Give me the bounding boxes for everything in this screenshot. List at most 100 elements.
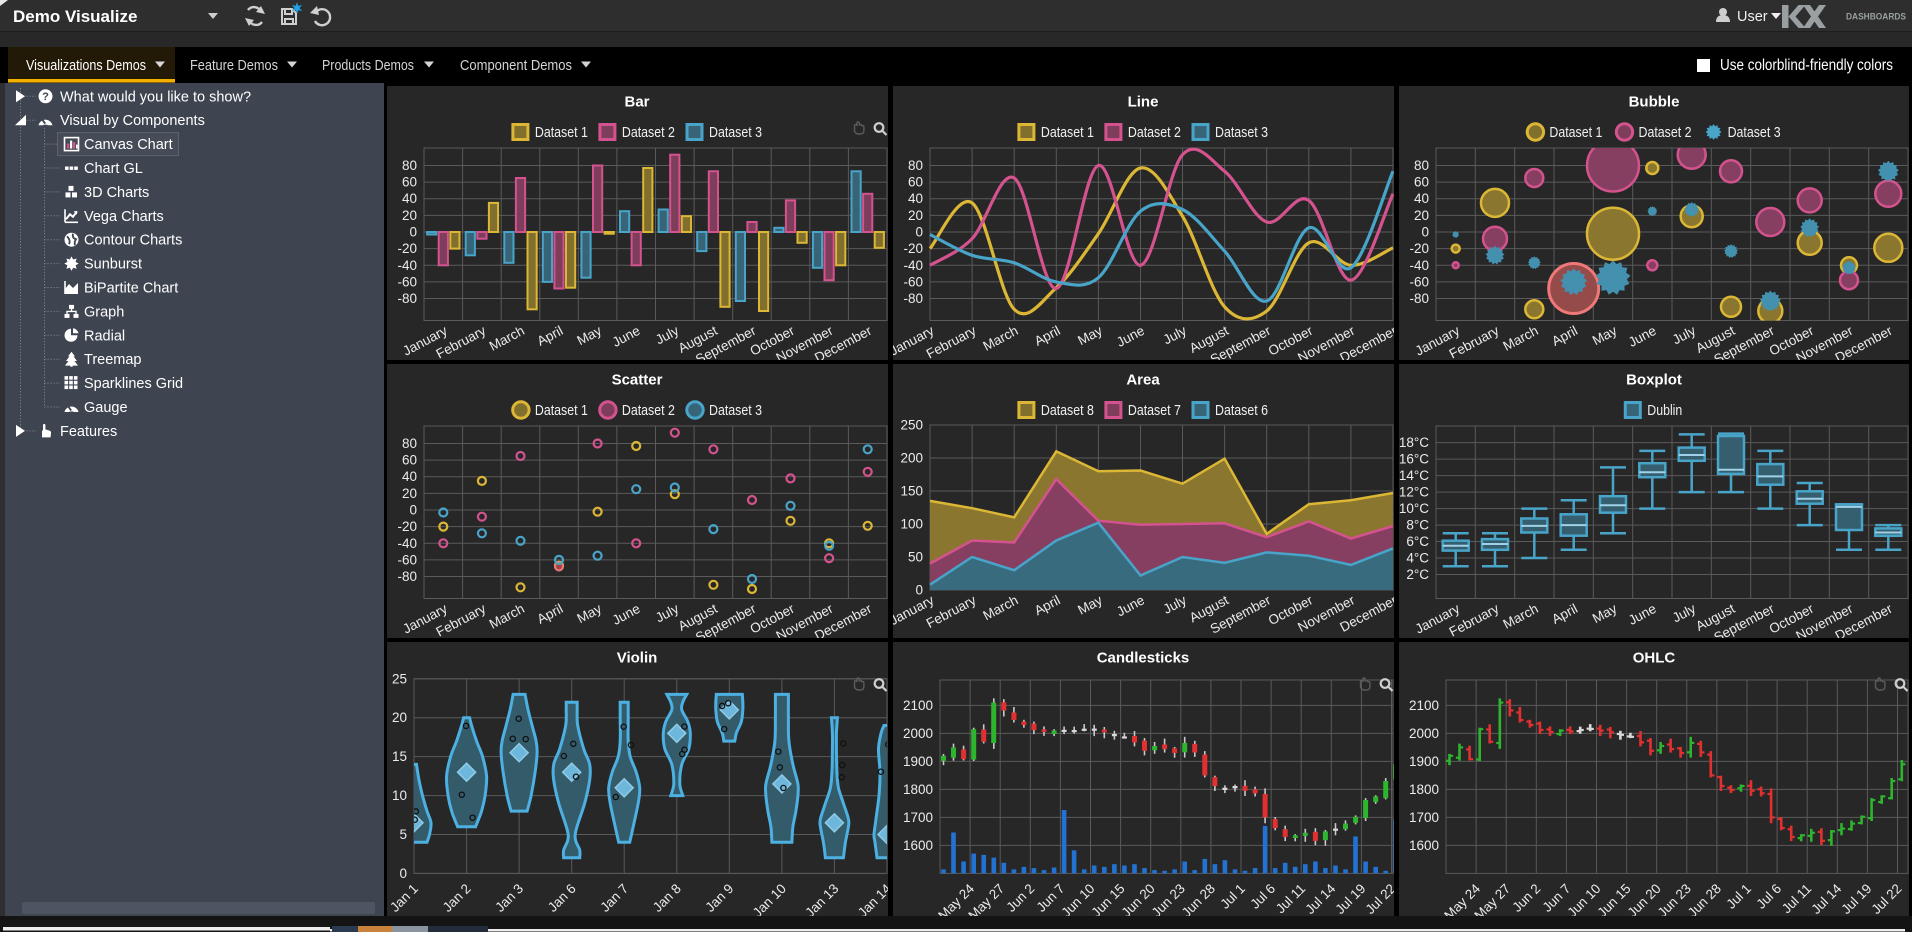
svg-text:60: 60: [402, 175, 417, 190]
svg-text:14°C: 14°C: [1399, 468, 1429, 483]
svg-text:40: 40: [402, 469, 417, 484]
svg-text:March: March: [1501, 323, 1541, 354]
svg-text:-80: -80: [397, 291, 417, 306]
svg-text:April: April: [535, 323, 566, 349]
svg-text:Dataset 2: Dataset 2: [1128, 124, 1181, 141]
svg-text:16°C: 16°C: [1399, 452, 1429, 467]
svg-text:April: April: [1549, 323, 1580, 349]
svg-text:0: 0: [1421, 225, 1429, 240]
svg-text:May: May: [1075, 323, 1105, 348]
svg-text:-20: -20: [903, 241, 923, 256]
svg-text:-60: -60: [397, 552, 417, 567]
svg-text:1700: 1700: [1409, 810, 1439, 825]
svg-text:Treemap: Treemap: [84, 352, 141, 368]
svg-text:June: June: [610, 601, 643, 628]
svg-text:2000: 2000: [903, 726, 933, 741]
svg-text:Jul 11: Jul 11: [1273, 881, 1308, 916]
svg-text:0: 0: [399, 866, 407, 881]
svg-text:March: March: [487, 601, 527, 632]
svg-text:1700: 1700: [903, 810, 933, 825]
svg-text:1900: 1900: [903, 754, 933, 769]
svg-text:June: June: [1114, 592, 1147, 619]
svg-text:Dublin: Dublin: [1647, 402, 1682, 419]
svg-text:Sunburst: Sunburst: [84, 257, 142, 273]
svg-text:Visualizations Demos: Visualizations Demos: [26, 57, 146, 74]
svg-text:-60: -60: [903, 274, 923, 289]
svg-text:80: 80: [1414, 158, 1429, 173]
svg-text:Dataset 7: Dataset 7: [1128, 402, 1181, 419]
svg-text:Dataset 1: Dataset 1: [535, 402, 588, 419]
svg-text:Jun 28: Jun 28: [1179, 881, 1218, 916]
svg-text:Line: Line: [1128, 94, 1159, 111]
svg-text:Jul 19: Jul 19: [1332, 881, 1368, 916]
svg-text:25: 25: [392, 671, 407, 686]
svg-text:Jul 22: Jul 22: [1363, 881, 1394, 916]
svg-text:-60: -60: [1409, 274, 1429, 289]
svg-text:Jul 1: Jul 1: [1723, 881, 1754, 912]
svg-text:Jan 8: Jan 8: [650, 881, 684, 915]
svg-text:15: 15: [392, 749, 407, 764]
svg-text:60: 60: [402, 453, 417, 468]
svg-text:Sparklines Grid: Sparklines Grid: [84, 376, 183, 392]
svg-text:Dataset 2: Dataset 2: [622, 402, 675, 419]
svg-text:0: 0: [915, 583, 923, 598]
svg-text:-20: -20: [397, 519, 417, 534]
svg-text:Scatter: Scatter: [612, 372, 663, 389]
svg-text:Jan 1: Jan 1: [387, 881, 421, 915]
svg-text:200: 200: [900, 451, 923, 466]
svg-text:0: 0: [409, 503, 417, 518]
svg-text:18°C: 18°C: [1399, 435, 1429, 450]
svg-text:Dataset 1: Dataset 1: [1549, 124, 1602, 141]
svg-text:Chart GL: Chart GL: [84, 161, 143, 177]
svg-text:Dataset 2: Dataset 2: [1639, 124, 1692, 141]
svg-text:-80: -80: [903, 291, 923, 306]
svg-text:0: 0: [409, 225, 417, 240]
svg-text:Dataset 1: Dataset 1: [535, 124, 588, 141]
svg-text:July: July: [1161, 323, 1189, 348]
svg-text:Products Demos: Products Demos: [322, 57, 414, 74]
svg-text:5: 5: [399, 827, 407, 842]
svg-text:-40: -40: [903, 258, 923, 273]
svg-text:1600: 1600: [1409, 838, 1439, 853]
svg-text:April: April: [1549, 601, 1580, 627]
svg-text:Dataset 6: Dataset 6: [1215, 402, 1268, 419]
svg-text:Use colorblind-friendly colors: Use colorblind-friendly colors: [1720, 57, 1893, 74]
svg-text:Candlesticks: Candlesticks: [1097, 650, 1190, 667]
svg-text:20: 20: [402, 486, 417, 501]
svg-text:2°C: 2°C: [1406, 567, 1429, 582]
svg-text:Boxplot: Boxplot: [1626, 372, 1682, 389]
svg-text:What would you like to show?: What would you like to show?: [60, 89, 251, 105]
svg-text:May: May: [1590, 601, 1620, 626]
svg-text:Dataset 3: Dataset 3: [1728, 124, 1781, 141]
svg-text:April: April: [1032, 592, 1063, 618]
svg-text:March: March: [487, 323, 527, 354]
svg-text:Jul 19: Jul 19: [1838, 881, 1874, 916]
svg-text:Jan 6: Jan 6: [545, 881, 579, 915]
svg-text:20: 20: [908, 208, 923, 223]
svg-text:12°C: 12°C: [1399, 485, 1429, 500]
svg-text:50: 50: [908, 550, 923, 565]
svg-text:10: 10: [392, 788, 407, 803]
svg-text:Dataset 3: Dataset 3: [709, 402, 762, 419]
svg-text:-80: -80: [397, 569, 417, 584]
svg-text:Radial: Radial: [84, 328, 125, 344]
svg-text:June: June: [1114, 323, 1147, 350]
svg-text:Jul 22: Jul 22: [1869, 881, 1905, 916]
svg-text:-40: -40: [1409, 258, 1429, 273]
svg-text:April: April: [535, 601, 566, 627]
svg-text:Component Demos: Component Demos: [460, 57, 572, 74]
svg-text:?: ?: [42, 91, 49, 103]
svg-text:March: March: [980, 323, 1020, 354]
svg-text:1800: 1800: [903, 782, 933, 797]
svg-text:Jan 9: Jan 9: [702, 881, 736, 915]
svg-text:April: April: [1032, 323, 1063, 349]
svg-text:-40: -40: [397, 258, 417, 273]
svg-text:-40: -40: [397, 536, 417, 551]
svg-text:80: 80: [908, 158, 923, 173]
svg-text:June: June: [1626, 323, 1659, 350]
svg-text:Dataset 8: Dataset 8: [1041, 402, 1094, 419]
svg-text:Violin: Violin: [617, 650, 658, 667]
svg-text:Jul 1: Jul 1: [1217, 881, 1248, 912]
svg-text:60: 60: [908, 175, 923, 190]
svg-text:2100: 2100: [1409, 698, 1439, 713]
